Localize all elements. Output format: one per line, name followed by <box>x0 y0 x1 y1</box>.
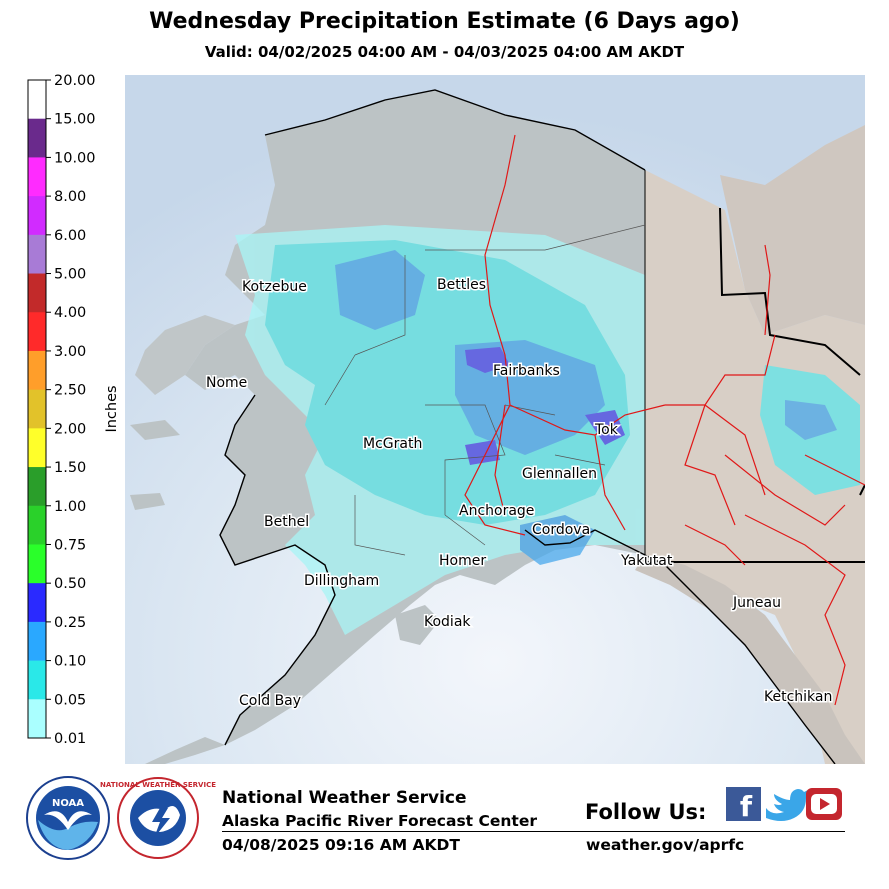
legend-ticks: 20.00 15.00 10.00 8.00 6.00 5.00 4.00 3.00 2.50 2… <box>46 73 96 747</box>
city-homer: Homer <box>439 553 486 569</box>
legend-band <box>28 389 46 429</box>
precip-025-area-b <box>585 410 625 445</box>
legend-band <box>28 157 46 197</box>
twitter-icon[interactable] <box>766 789 810 821</box>
city-tok: Tok <box>594 422 619 438</box>
legend-band <box>28 621 46 662</box>
city-kotzebue: Kotzebue <box>242 279 307 295</box>
website-link[interactable]: weather.gov/aprfc <box>586 836 745 854</box>
alaska-peninsula <box>145 737 225 764</box>
svg-text:f: f <box>740 790 753 823</box>
legend-tick-label: 6.00 <box>54 228 86 244</box>
city-bettles: Bettles <box>437 277 486 293</box>
canada-land <box>605 170 865 764</box>
alaska-precipitation-map: Kotzebue Bettles Nome Fairbanks Tok McGr… <box>125 75 865 764</box>
legend-tick-label: 1.50 <box>54 460 86 476</box>
issued-timestamp: 04/08/2025 09:16 AM AKDT <box>222 836 460 854</box>
precip-010-area <box>335 250 425 330</box>
legend-band <box>28 234 46 275</box>
legend-tick-label: 0.01 <box>54 731 86 747</box>
noaa-logo-text: NOAA <box>52 798 84 809</box>
legend-band <box>28 273 46 313</box>
precip-yukon-area-b <box>785 400 837 440</box>
city-mcgrath: McGrath <box>363 436 422 452</box>
legend-tick-label: 8.00 <box>54 189 86 205</box>
legend-band <box>28 583 46 623</box>
footer-logos: NOAA NATIONAL WEATHER SERVICE f <box>26 776 842 860</box>
city-juneau: Juneau <box>732 595 781 611</box>
canada-north-land <box>720 125 865 335</box>
legend-tick-label: 10.00 <box>54 150 96 166</box>
legend-tick-label: 1.00 <box>54 499 86 515</box>
legend-tick-label: 0.75 <box>54 537 86 553</box>
city-cordova: Cordova <box>532 522 590 538</box>
city-bethel: Bethel <box>264 514 309 530</box>
precip-cordova-area <box>520 515 595 565</box>
nunivak-island <box>130 493 165 510</box>
legend-band <box>28 80 46 120</box>
road-network <box>464 134 865 706</box>
follow-us-label: Follow Us: <box>585 800 707 824</box>
legend-tick-label: 0.50 <box>54 576 86 592</box>
legend-tick-label: 15.00 <box>54 112 96 128</box>
legend-band <box>28 118 46 158</box>
legend-tick-label: 5.00 <box>54 267 86 283</box>
coastline <box>219 89 836 764</box>
footer-divider <box>222 831 845 832</box>
legend-tick-label: 4.00 <box>54 305 86 321</box>
legend-band <box>28 428 46 468</box>
city-nome: Nome <box>206 375 247 391</box>
legend-color-bands <box>28 80 46 739</box>
city-glennallen: Glennallen <box>522 466 597 482</box>
legend-tick-label: 2.00 <box>54 421 86 437</box>
legend-band <box>28 505 46 545</box>
youtube-icon[interactable] <box>806 788 842 820</box>
city-kodiak: Kodiak <box>424 614 471 630</box>
precip-025-area-c <box>465 440 500 465</box>
legend-tick-label: 20.00 <box>54 73 96 89</box>
legend-band <box>28 312 46 352</box>
noaa-logo: NOAA <box>26 776 110 860</box>
city-anchorage: Anchorage <box>459 503 534 519</box>
valid-period: Valid: 04/02/2025 04:00 AM - 04/03/2025 … <box>204 43 685 61</box>
legend-band <box>28 467 46 507</box>
office-name: Alaska Pacific River Forecast Center <box>222 812 537 830</box>
city-dillingham: Dillingham <box>304 573 379 589</box>
canada-border-lines <box>719 207 865 496</box>
city-ketchikan: Ketchikan <box>764 689 832 705</box>
legend-band <box>28 350 46 391</box>
precipitation-legend: 20.00 15.00 10.00 8.00 6.00 5.00 4.00 3.00 2.50 2… <box>27 73 120 747</box>
page-title: Wednesday Precipitation Estimate (6 Days… <box>149 9 740 34</box>
city-yakutat: Yakutat <box>620 553 673 569</box>
agency-name: National Weather Service <box>222 788 467 808</box>
legend-band <box>28 699 46 739</box>
basin-boundaries <box>324 224 646 556</box>
city-fairbanks: Fairbanks <box>493 363 560 379</box>
legend-tick-label: 2.50 <box>54 383 86 399</box>
kodiak-island <box>395 605 440 645</box>
legend-band <box>28 196 46 236</box>
legend-band <box>28 544 46 584</box>
nws-logo: NATIONAL WEATHER SERVICE <box>100 777 216 859</box>
legend-tick-label: 0.05 <box>54 692 86 708</box>
precipitation-overlay <box>235 225 860 635</box>
seward-peninsula <box>135 315 235 395</box>
legend-tick-label: 0.10 <box>54 654 86 670</box>
legend-band <box>28 660 46 700</box>
precip-025-area <box>465 347 510 373</box>
legend-tick-label: 0.25 <box>54 615 86 631</box>
legend-tick-label: 3.00 <box>54 344 86 360</box>
southeast-panhandle <box>635 555 865 764</box>
nws-logo-text: NATIONAL WEATHER SERVICE <box>100 781 216 789</box>
city-cold-bay: Cold Bay <box>239 693 301 709</box>
legend-axis-label: Inches <box>104 385 120 432</box>
facebook-icon[interactable]: f <box>726 787 761 823</box>
st-lawrence-island <box>130 420 180 440</box>
